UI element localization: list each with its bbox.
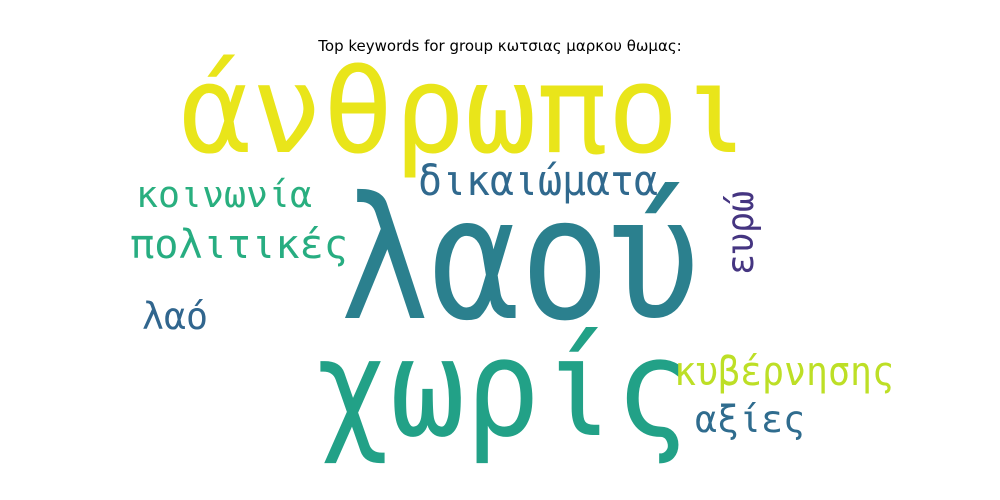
word-3: άνθρωποι [180,39,750,181]
word-5: πολιτικές [130,222,348,268]
word-6: κυβέρνησης [674,349,894,395]
word-10: ευρώ [719,191,762,275]
word-7: κοινωνία [136,175,312,216]
chart-title: Top keywords for group κωτσιας μαρκου θω… [318,37,682,55]
word-2: χωρίς [315,310,690,467]
word-8: αξίες [695,398,805,441]
word-1: λαού [340,161,700,359]
word-4: δικαιώματα [418,156,658,205]
word-9: λαό [142,295,208,338]
